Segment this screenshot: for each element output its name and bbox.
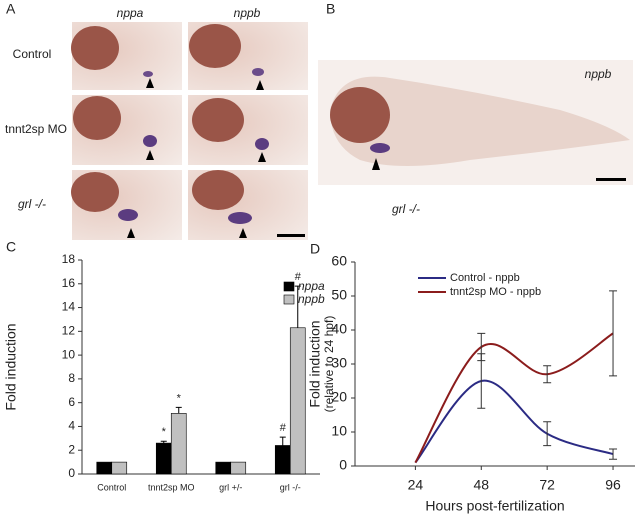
x-tick-label: 72 <box>539 477 555 493</box>
panel-b: B nppb grl -/- <box>318 1 633 216</box>
error-bar <box>477 332 486 362</box>
y-tick-label: 30 <box>331 355 347 371</box>
error-bar <box>175 406 182 414</box>
column-label: nppb <box>234 6 261 20</box>
row-label: tnnt2sp MO <box>5 122 67 136</box>
probe-label: nppb <box>585 67 612 81</box>
y-tick-label: 0 <box>68 466 75 480</box>
bar <box>274 445 291 475</box>
row-label: Control <box>13 47 52 61</box>
x-tick-label: grl -/- <box>280 482 301 492</box>
y-tick-label: 16 <box>62 276 76 290</box>
y-tick-label: 40 <box>331 321 347 337</box>
panel-label: A <box>6 1 16 17</box>
x-tick-label: tnnt2sp MO <box>148 482 195 492</box>
y-tick-label: 4 <box>68 419 75 433</box>
bar <box>289 327 306 475</box>
y-tick-label: 0 <box>339 457 347 473</box>
column-label: nppa <box>117 6 144 20</box>
x-tick-label: Control <box>97 482 126 492</box>
bar <box>96 461 113 475</box>
bar <box>155 442 172 475</box>
bar <box>215 461 232 475</box>
y-tick-label: 60 <box>331 253 347 269</box>
bar <box>111 461 128 475</box>
error-bar <box>609 290 618 377</box>
row-label: grl -/- <box>18 197 46 211</box>
y-axis-title: Fold induction <box>307 320 323 407</box>
error-bar <box>294 285 301 328</box>
legend-swatch <box>283 294 295 305</box>
error-bar <box>609 448 618 460</box>
x-axis-title: Hours post-fertilization <box>425 498 564 514</box>
y-tick-label: 2 <box>68 442 75 456</box>
y-axis-title: Fold induction <box>3 323 19 410</box>
y-tick-label: 18 <box>62 252 76 266</box>
y-tick-label: 12 <box>62 324 76 338</box>
panel-a: A nppa nppb Control tnnt2sp MO grl -/- <box>5 1 308 240</box>
y-axis-title: (relative to 24 hpf) <box>322 316 336 413</box>
y-tick-label: 50 <box>331 287 347 303</box>
line-series <box>414 332 614 464</box>
y-tick-label: 8 <box>68 371 75 385</box>
panel-label: B <box>326 1 335 17</box>
genotype-label: grl -/- <box>392 202 420 216</box>
y-tick-label: 10 <box>331 423 347 439</box>
error-bar <box>543 365 552 384</box>
panel-label: C <box>6 239 16 255</box>
error-bar <box>160 440 167 444</box>
x-tick-label: 96 <box>605 477 621 493</box>
x-tick-label: 48 <box>473 477 489 493</box>
legend-swatch <box>283 281 295 292</box>
y-tick-label: 20 <box>331 389 347 405</box>
significance-label: # <box>280 422 287 434</box>
x-tick-label: 24 <box>408 477 424 493</box>
bar <box>230 461 247 475</box>
legend-label: tnnt2sp MO - nppb <box>450 286 541 298</box>
y-tick-label: 10 <box>62 347 76 361</box>
significance-label: * <box>177 392 182 404</box>
bar <box>170 413 187 475</box>
x-tick-label: grl +/- <box>219 482 242 492</box>
significance-label: * <box>162 426 167 438</box>
line-series <box>414 379 614 464</box>
error-bar <box>543 421 552 447</box>
axes <box>81 260 320 475</box>
error-bar <box>279 436 286 446</box>
y-tick-label: 14 <box>62 300 76 314</box>
photo-grid <box>71 22 308 240</box>
significance-label: # <box>295 271 302 283</box>
legend-label: nppa <box>298 279 325 293</box>
y-tick-label: 6 <box>68 395 75 409</box>
legend-label: Control - nppb <box>450 272 520 284</box>
panel-label: D <box>310 241 320 257</box>
legend-label: nppb <box>298 292 325 306</box>
